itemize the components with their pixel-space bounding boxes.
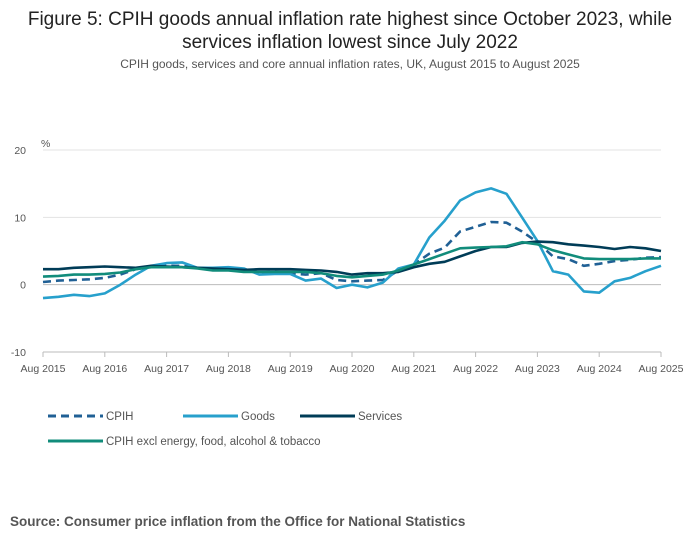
y-tick-label: -10 [11,347,26,359]
x-tick-label: Aug 2017 [144,363,189,375]
x-tick-label: Aug 2019 [268,363,313,375]
x-tick-label: Aug 2015 [21,363,66,375]
series-line-services [43,240,662,276]
legend-label: Services [358,411,402,423]
y-tick-label: 10 [14,212,26,224]
source-note: Source: Consumer price inflation from th… [10,514,466,529]
x-tick-label: Aug 2022 [453,363,498,375]
x-tick-label: Aug 2023 [515,363,560,375]
y-axis-unit: % [41,138,50,150]
x-tick-label: Aug 2018 [206,363,251,375]
legend-label: Goods [241,411,275,423]
x-tick-label: Aug 2016 [82,363,127,375]
series-line-cpih [42,220,662,284]
legend-label: CPIH excl energy, food, alcohol & tobacc… [106,436,321,448]
chart-subtitle: CPIH goods, services and core annual inf… [120,57,580,71]
x-tick-label: Aug 2020 [330,363,375,375]
y-tick-label: 20 [14,145,26,157]
x-tick-label: Aug 2025 [639,363,684,375]
x-tick-label: Aug 2024 [577,363,622,375]
chart-title: Figure 5: CPIH goods annual inflation ra… [27,9,673,53]
legend-label: CPIH [106,411,133,423]
y-tick-label: 0 [20,280,26,292]
x-tick-label: Aug 2021 [391,363,436,375]
series-line-cpih-excl-energy-food-alcohol-tobacco [42,240,661,279]
